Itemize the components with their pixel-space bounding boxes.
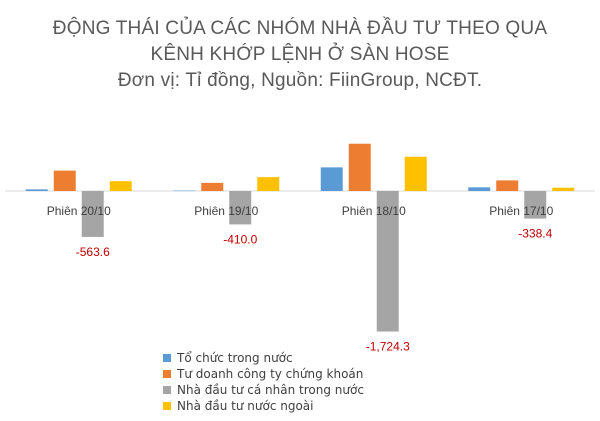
legend-label: Nhà đầu tư cá nhân trong nước	[177, 383, 364, 397]
legend-item: Tổ chức trong nước	[163, 350, 364, 366]
bar	[81, 191, 104, 237]
bar	[552, 187, 575, 191]
bar	[524, 191, 547, 219]
legend-item: Nhà đầu tư cá nhân trong nước	[163, 382, 364, 398]
category-label: Phiên 19/10	[194, 204, 258, 218]
data-label: -338.4	[518, 227, 552, 241]
category-label: Phiên 18/10	[342, 204, 406, 218]
category-label: Phiên 20/10	[47, 204, 111, 218]
bar	[25, 189, 48, 191]
legend-swatch	[163, 354, 171, 362]
bar	[173, 190, 196, 192]
legend-item: Nhà đầu tư nước ngoài	[163, 398, 364, 414]
bar	[376, 191, 399, 332]
bar	[53, 170, 76, 191]
bar	[320, 167, 343, 191]
legend-item: Tư doanh công ty chứng khoán	[163, 366, 364, 382]
data-label: -563.6	[76, 245, 110, 259]
chart-legend: Tổ chức trong nước Tư doanh công ty chứn…	[163, 350, 364, 414]
legend-label: Tư doanh công ty chứng khoán	[177, 367, 364, 381]
chart-title-line-2: KÊNH KHỚP LỆNH Ở SÀN HOSE	[150, 44, 450, 65]
bar	[468, 187, 491, 191]
bar	[201, 182, 224, 191]
category-label: Phiên 17/10	[489, 204, 553, 218]
legend-swatch	[163, 402, 171, 410]
legend-swatch	[163, 386, 171, 394]
chart-title-line-1: ĐỘNG THÁI CỦA CÁC NHÓM NHÀ ĐẦU TƯ THEO Q…	[52, 18, 548, 39]
bar	[496, 180, 519, 191]
data-label: -1,724.3	[366, 340, 410, 354]
chart-subtitle: Đơn vị: Tỉ đồng, Nguồn: FiinGroup, NCĐT.	[117, 70, 483, 91]
data-label: -410.0	[223, 232, 257, 246]
legend-label: Tổ chức trong nước	[177, 351, 293, 365]
bar	[229, 191, 252, 225]
bar	[257, 177, 280, 191]
legend-swatch	[163, 370, 171, 378]
bar	[109, 181, 132, 191]
bar	[404, 156, 427, 191]
bar	[348, 143, 371, 191]
legend-label: Nhà đầu tư nước ngoài	[177, 399, 314, 413]
